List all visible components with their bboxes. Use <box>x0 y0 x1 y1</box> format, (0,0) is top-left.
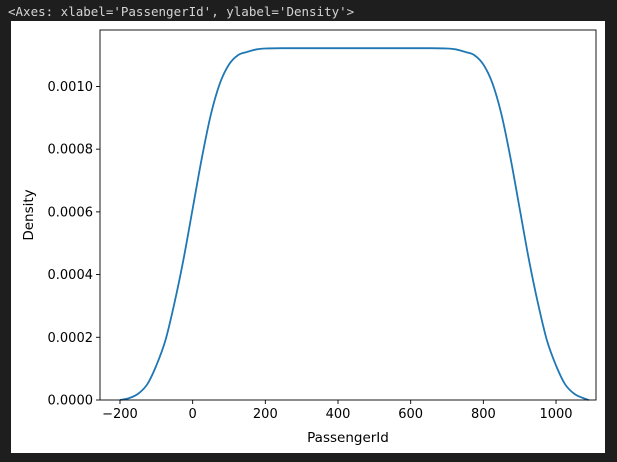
plot-frame <box>99 29 597 401</box>
x-tick-label: 200 <box>253 407 278 422</box>
y-tick-label: 0.0002 <box>48 331 94 346</box>
y-axis-label: Density <box>21 189 37 240</box>
x-tick-label: 800 <box>471 407 496 422</box>
x-tick-label: 400 <box>326 407 351 422</box>
y-axis-ticks: 0.0000 0.0002 0.0004 0.0006 0.0008 0.0010 <box>48 80 100 409</box>
kde-chart: −200 0 200 400 600 800 1000 0.0000 0.0002 0.0004… <box>21 29 597 446</box>
x-axis-label: PassengerId <box>307 430 389 446</box>
x-tick-label: 600 <box>398 407 423 422</box>
x-tick-label: 0 <box>189 407 197 422</box>
density-curve <box>119 47 590 401</box>
y-tick-label: 0.0004 <box>48 268 94 283</box>
y-tick-label: 0.0006 <box>48 205 94 220</box>
x-axis-ticks: −200 0 200 400 600 800 1000 <box>102 400 573 422</box>
y-tick-label: 0.0008 <box>48 143 94 158</box>
x-tick-label: 1000 <box>539 407 572 422</box>
x-tick-label: −200 <box>102 407 138 422</box>
y-tick-label: 0.0010 <box>48 80 94 95</box>
cell-output-text: <Axes: xlabel='PassengerId', ylabel='Den… <box>8 4 355 19</box>
y-tick-label: 0.0000 <box>48 394 94 409</box>
plot-background <box>100 30 596 400</box>
figure-canvas: −200 0 200 400 600 800 1000 0.0000 0.0002 0.0004… <box>11 21 605 453</box>
